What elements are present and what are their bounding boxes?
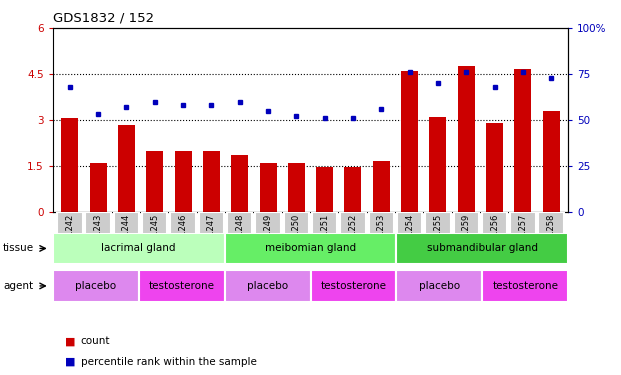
Bar (312, 212, 337, 262)
Bar (57, 212, 83, 262)
Text: GSM91254: GSM91254 (405, 213, 414, 259)
Bar (225, 232, 396, 264)
Bar (114, 212, 139, 262)
Text: meibomian gland: meibomian gland (265, 243, 356, 254)
Bar (543, 111, 560, 212)
Text: GSM91256: GSM91256 (490, 213, 499, 259)
Text: tissue: tissue (3, 243, 34, 254)
Bar (53, 232, 225, 264)
Text: submandibular gland: submandibular gland (427, 243, 538, 254)
Text: GSM91244: GSM91244 (122, 213, 131, 259)
Bar (430, 117, 446, 212)
Bar (401, 71, 418, 212)
Text: GSM91258: GSM91258 (546, 213, 556, 259)
Text: GSM91245: GSM91245 (150, 213, 159, 259)
Text: GSM91248: GSM91248 (235, 213, 244, 259)
Bar (482, 212, 507, 262)
Text: GDS1832 / 152: GDS1832 / 152 (53, 11, 154, 24)
Bar (288, 163, 305, 212)
Bar (316, 168, 333, 212)
Text: testosterone: testosterone (148, 281, 215, 291)
Bar (255, 212, 281, 262)
Bar (483, 270, 568, 302)
Text: ■: ■ (65, 357, 76, 367)
Bar (510, 212, 536, 262)
Text: placebo: placebo (247, 281, 288, 291)
Text: GSM91247: GSM91247 (207, 213, 216, 259)
Text: testosterone: testosterone (492, 281, 558, 291)
Bar (142, 212, 168, 262)
Text: placebo: placebo (419, 281, 460, 291)
Text: GSM91243: GSM91243 (94, 213, 102, 259)
Text: agent: agent (3, 281, 34, 291)
Bar (310, 270, 396, 302)
Bar (340, 212, 366, 262)
Bar (396, 232, 568, 264)
Bar (138, 270, 225, 302)
Bar (89, 163, 107, 212)
Bar (453, 212, 479, 262)
Bar (61, 118, 78, 212)
Text: percentile rank within the sample: percentile rank within the sample (81, 357, 256, 367)
Text: GSM91249: GSM91249 (263, 213, 273, 259)
Bar (175, 151, 191, 212)
Bar (396, 270, 483, 302)
Text: GSM91257: GSM91257 (519, 213, 527, 259)
Bar (397, 212, 422, 262)
Bar (260, 163, 276, 212)
Text: GSM91251: GSM91251 (320, 213, 329, 259)
Bar (227, 212, 253, 262)
Text: GSM91252: GSM91252 (348, 213, 358, 259)
Text: lacrimal gland: lacrimal gland (101, 243, 176, 254)
Text: GSM91246: GSM91246 (179, 213, 188, 259)
Bar (345, 168, 361, 212)
Bar (368, 212, 394, 262)
Bar (458, 66, 475, 212)
Text: GSM91253: GSM91253 (377, 213, 386, 259)
Text: ■: ■ (65, 336, 76, 346)
Bar (486, 123, 503, 212)
Bar (203, 151, 220, 212)
Text: GSM91255: GSM91255 (433, 213, 442, 259)
Text: GSM91242: GSM91242 (65, 213, 75, 259)
Bar (118, 124, 135, 212)
Bar (425, 212, 451, 262)
Bar (53, 270, 138, 302)
Text: testosterone: testosterone (320, 281, 386, 291)
Bar (199, 212, 224, 262)
Text: count: count (81, 336, 111, 346)
Text: GSM91259: GSM91259 (462, 213, 471, 259)
Bar (538, 212, 564, 262)
Bar (373, 161, 390, 212)
Bar (85, 212, 111, 262)
Bar (284, 212, 309, 262)
Bar (170, 212, 196, 262)
Bar (231, 155, 248, 212)
Bar (146, 151, 163, 212)
Text: placebo: placebo (75, 281, 116, 291)
Bar (225, 270, 310, 302)
Bar (514, 69, 532, 212)
Text: GSM91250: GSM91250 (292, 213, 301, 259)
